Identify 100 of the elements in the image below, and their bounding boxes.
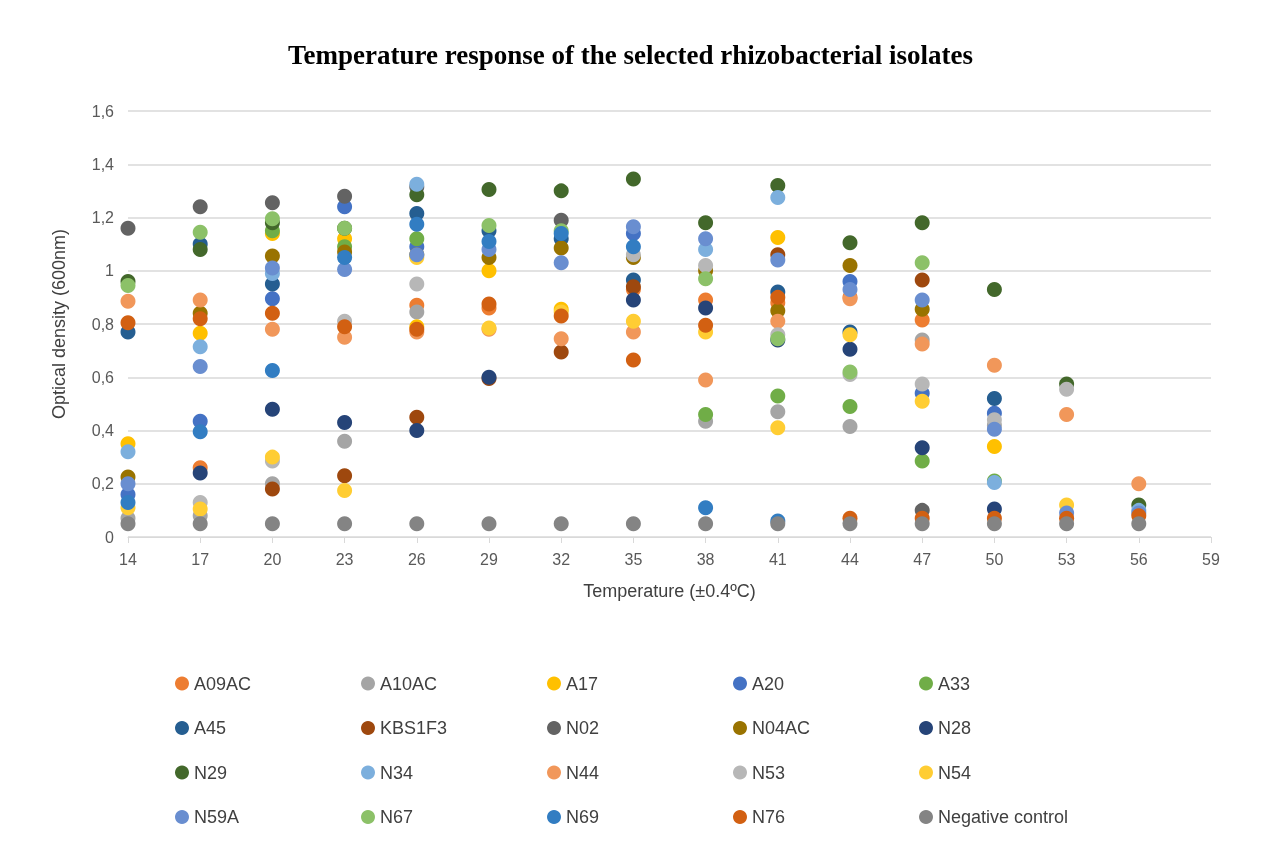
point bbox=[698, 257, 714, 273]
point bbox=[409, 423, 425, 438]
y-tick-label: 0,8 bbox=[91, 315, 115, 333]
point bbox=[770, 252, 786, 268]
point bbox=[192, 424, 208, 440]
point bbox=[914, 272, 930, 288]
point bbox=[698, 372, 714, 388]
point bbox=[553, 344, 569, 360]
point bbox=[409, 304, 425, 320]
y-tick-label: 1,6 bbox=[91, 102, 115, 120]
point bbox=[120, 293, 136, 309]
y-tick-label: 0,2 bbox=[91, 475, 115, 493]
point bbox=[264, 516, 280, 532]
x-tick-label: 35 bbox=[624, 550, 643, 568]
legend-label: N28 bbox=[938, 718, 972, 738]
point bbox=[409, 216, 425, 232]
point bbox=[986, 357, 1002, 373]
point bbox=[986, 281, 1002, 297]
legend-label: KBS1F3 bbox=[380, 718, 448, 738]
point bbox=[625, 219, 641, 235]
legend-label: A10AC bbox=[380, 673, 438, 694]
point bbox=[625, 292, 641, 308]
point bbox=[481, 296, 497, 312]
point bbox=[192, 292, 208, 308]
point bbox=[842, 257, 858, 273]
y-tick-label: 1 bbox=[105, 262, 115, 280]
point bbox=[770, 404, 786, 420]
point bbox=[264, 195, 280, 211]
legend-label: A45 bbox=[194, 718, 227, 738]
legend-label: A33 bbox=[938, 673, 971, 694]
point bbox=[698, 407, 714, 423]
x-tick-label: 20 bbox=[263, 550, 282, 568]
point bbox=[481, 263, 497, 279]
legend-label: A17 bbox=[566, 673, 599, 694]
point bbox=[1059, 381, 1075, 397]
point bbox=[481, 182, 497, 198]
y-tick-label: 1,2 bbox=[91, 209, 115, 226]
point bbox=[986, 421, 1002, 437]
point bbox=[698, 516, 714, 532]
point bbox=[192, 241, 208, 257]
y-tick-label: 0,6 bbox=[91, 368, 115, 386]
point bbox=[698, 271, 714, 287]
point bbox=[481, 516, 497, 532]
point bbox=[625, 239, 641, 255]
x-tick-label: 32 bbox=[552, 550, 571, 568]
point bbox=[770, 289, 786, 305]
legend-label: N76 bbox=[752, 807, 786, 827]
point bbox=[625, 352, 641, 368]
point bbox=[264, 363, 280, 379]
point bbox=[120, 444, 136, 460]
point bbox=[337, 516, 353, 532]
point bbox=[192, 501, 208, 517]
point bbox=[625, 171, 641, 187]
point bbox=[986, 516, 1002, 532]
point bbox=[625, 313, 641, 329]
point bbox=[264, 260, 280, 276]
x-tick-label: 53 bbox=[1057, 550, 1076, 568]
point bbox=[409, 409, 425, 425]
legend-label: N29 bbox=[194, 762, 228, 783]
point bbox=[409, 276, 425, 292]
point bbox=[553, 255, 569, 271]
point bbox=[553, 240, 569, 256]
x-tick-label: 59 bbox=[1202, 550, 1220, 568]
legend-label: N53 bbox=[752, 762, 786, 783]
point bbox=[337, 482, 353, 498]
legend-label: N59A bbox=[194, 807, 240, 827]
point bbox=[1131, 476, 1147, 492]
point bbox=[120, 315, 136, 331]
y-tick-label: 0 bbox=[105, 528, 115, 546]
point bbox=[1131, 516, 1147, 532]
legend-label: Negative control bbox=[938, 807, 1069, 827]
chart-title: Temperature response of the selected rhizobacterial isolates bbox=[288, 39, 973, 70]
point bbox=[770, 388, 786, 404]
point bbox=[914, 336, 930, 352]
point bbox=[770, 190, 786, 206]
point bbox=[192, 311, 208, 327]
point bbox=[120, 476, 136, 492]
x-tick-label: 17 bbox=[191, 550, 210, 568]
point bbox=[264, 449, 280, 465]
point bbox=[625, 516, 641, 532]
x-tick-label: 38 bbox=[696, 550, 715, 568]
point bbox=[120, 516, 136, 532]
point bbox=[553, 516, 569, 532]
point bbox=[192, 465, 208, 481]
point bbox=[914, 215, 930, 231]
x-tick-label: 14 bbox=[119, 550, 137, 568]
point bbox=[986, 438, 1002, 454]
point bbox=[192, 325, 208, 341]
point bbox=[842, 281, 858, 297]
y-axis-title: Optical density (600nm) bbox=[49, 228, 69, 420]
x-tick-label: 26 bbox=[407, 550, 426, 568]
x-tick-label: 41 bbox=[768, 550, 787, 568]
point bbox=[481, 233, 497, 249]
point bbox=[409, 516, 425, 532]
point bbox=[842, 516, 858, 532]
point bbox=[264, 481, 280, 497]
point bbox=[698, 500, 714, 516]
point bbox=[264, 321, 280, 337]
point bbox=[192, 199, 208, 215]
point bbox=[481, 217, 497, 233]
